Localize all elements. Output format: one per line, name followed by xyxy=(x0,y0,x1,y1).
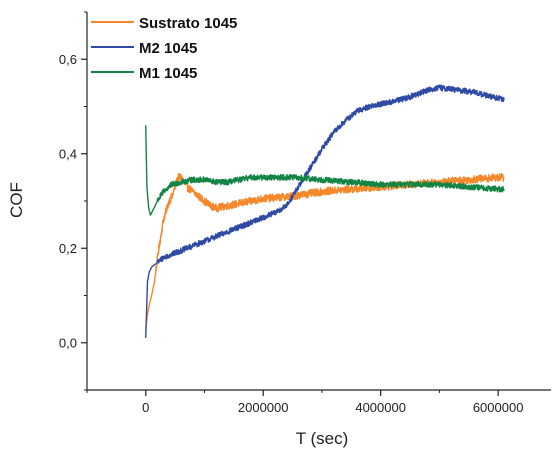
series-line-m2-1045 xyxy=(145,84,505,339)
legend-label-m2-1045: M2 1045 xyxy=(139,40,197,57)
x-tick-label: 4000000 xyxy=(355,400,406,415)
ticks-layer: 0 2000000 4000000 6000000 0,0 0,2 0,4 0,6 xyxy=(59,11,524,415)
legend: Sustrato 1045 M2 1045 M1 1045 xyxy=(91,15,237,82)
y-tick-label: 0,4 xyxy=(59,146,77,161)
series-layer xyxy=(145,84,505,339)
x-tick-label: 2000000 xyxy=(238,400,289,415)
y-tick-label: 0,0 xyxy=(59,335,77,350)
y-tick-label: 0,2 xyxy=(59,241,77,256)
x-axis-title: T (sec) xyxy=(296,429,349,448)
y-tick-label: 0,6 xyxy=(59,52,77,67)
series-line-m1-1045 xyxy=(145,125,505,216)
y-axis-title: COF xyxy=(7,182,26,218)
x-tick-label: 6000000 xyxy=(473,400,524,415)
x-tick-label: 0 xyxy=(142,400,149,415)
legend-label-m1-1045: M1 1045 xyxy=(139,65,197,82)
legend-label-sustrato-1045: Sustrato 1045 xyxy=(139,15,237,32)
